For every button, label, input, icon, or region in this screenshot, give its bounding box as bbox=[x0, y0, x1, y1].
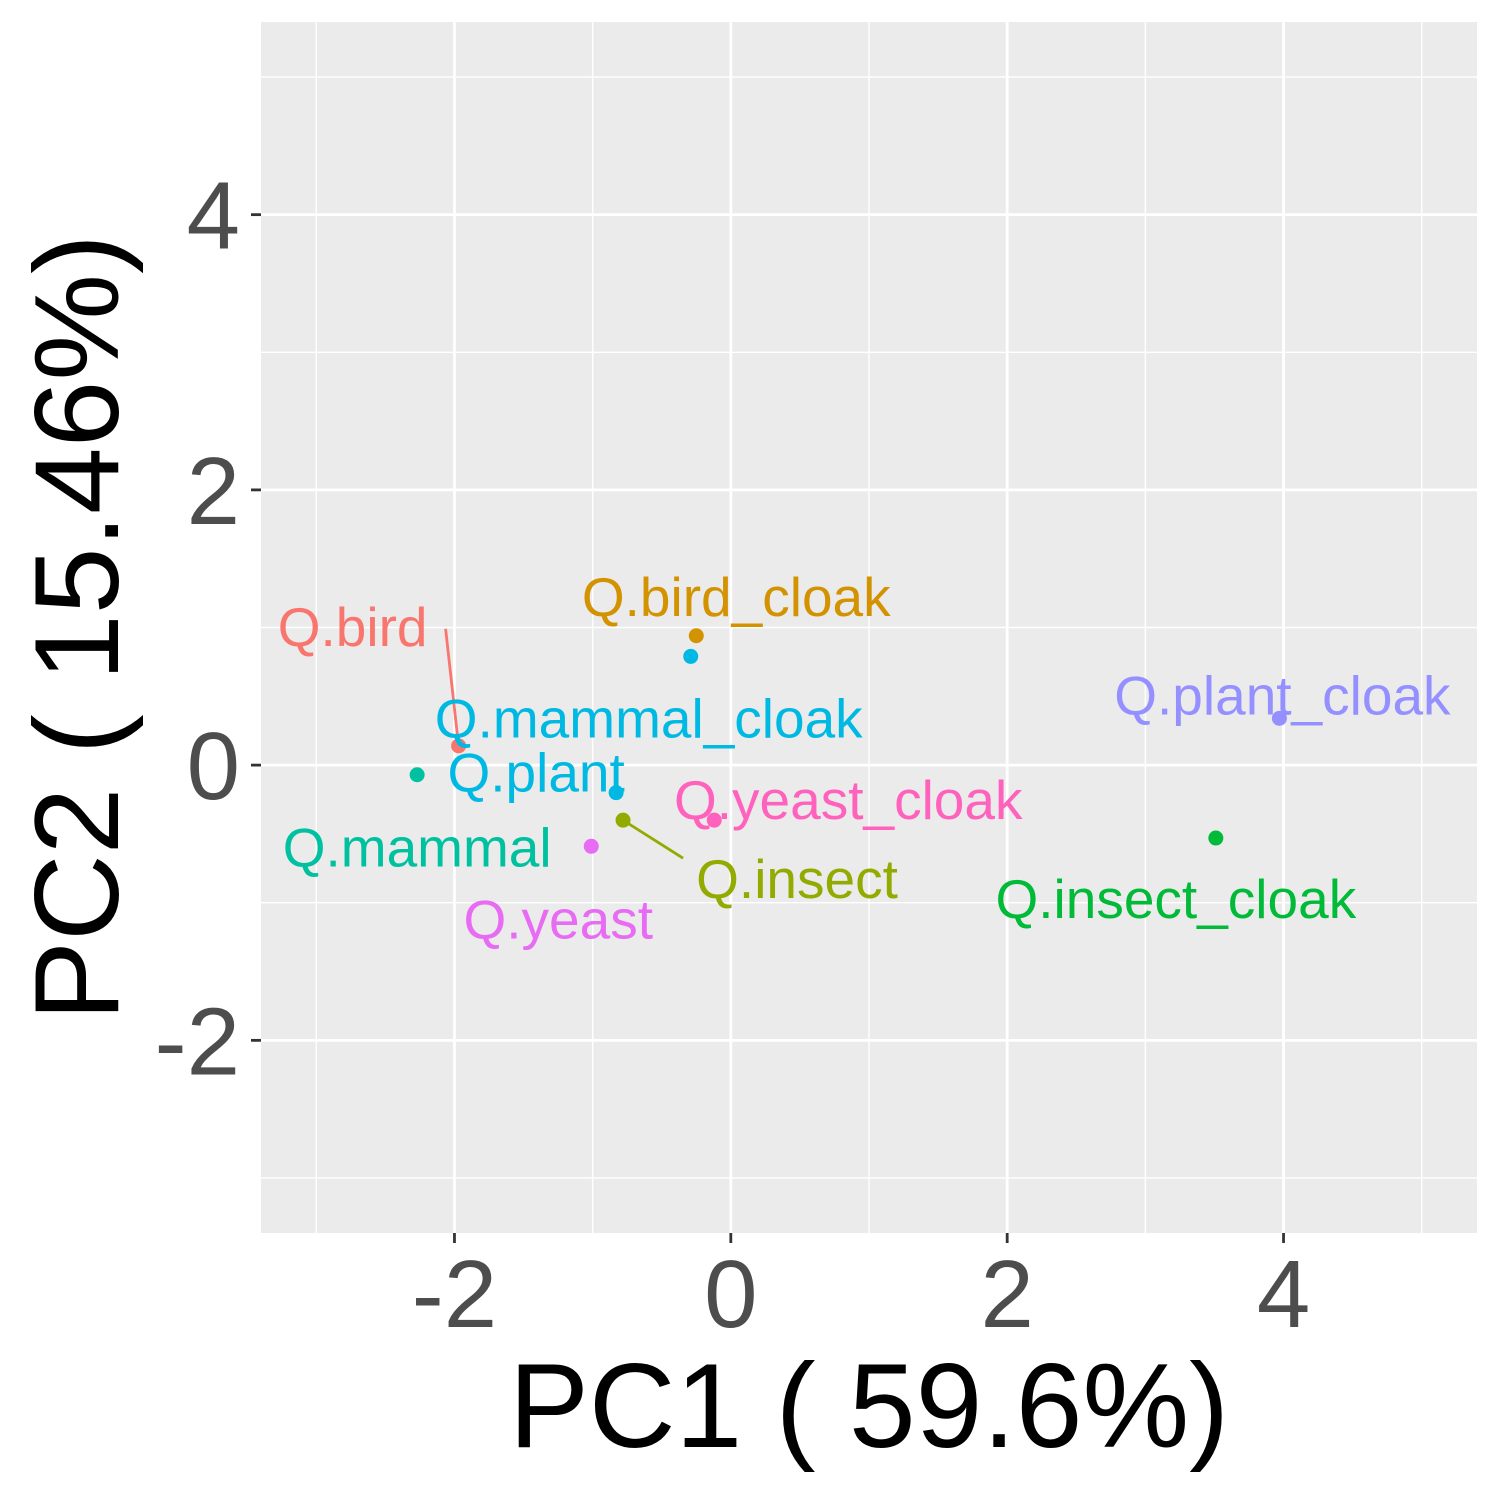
data-point bbox=[706, 812, 722, 828]
point-label: Q.plant_cloak bbox=[1114, 664, 1451, 726]
data-point bbox=[409, 767, 425, 783]
x-tick-label: -2 bbox=[412, 1241, 497, 1348]
x-axis-title: PC1 ( 59.6%) bbox=[509, 1339, 1229, 1473]
point-label: Q.insect bbox=[696, 848, 898, 910]
data-point bbox=[688, 628, 704, 644]
y-tick-label: 0 bbox=[187, 713, 240, 820]
label-leader-lines bbox=[444, 628, 684, 860]
point-label: Q.bird bbox=[278, 596, 428, 658]
point-labels: Q.bird Q.bird_cloak Q.insect Q.insect_cloak… bbox=[278, 566, 1451, 951]
point-label: Q.yeast_cloak bbox=[674, 769, 1023, 831]
data-points bbox=[409, 628, 1287, 854]
point-label: Q.bird_cloak bbox=[582, 566, 891, 628]
tick-labels: -2 0 2 4 -2 0 2 4 bbox=[155, 163, 1311, 1348]
axis-ticks bbox=[251, 213, 1285, 1243]
data-point bbox=[583, 838, 599, 854]
point-label: Q.insect_cloak bbox=[995, 868, 1356, 930]
y-axis-title: PC2 ( 15.46%) bbox=[10, 234, 144, 1021]
data-point bbox=[615, 812, 631, 828]
minor-gridlines bbox=[261, 22, 1477, 1233]
major-gridlines bbox=[261, 22, 1477, 1233]
leader-line bbox=[622, 818, 684, 860]
x-tick-label: 4 bbox=[1257, 1241, 1310, 1348]
data-point bbox=[608, 785, 624, 801]
point-label: Q.mammal_cloak bbox=[435, 687, 863, 749]
point-label: Q.plant bbox=[447, 742, 624, 804]
data-point bbox=[1208, 830, 1224, 846]
data-point bbox=[683, 648, 699, 664]
x-tick-label: 0 bbox=[704, 1241, 757, 1348]
point-label: Q.mammal bbox=[283, 817, 552, 879]
x-tick-label: 2 bbox=[980, 1241, 1033, 1348]
point-label: Q.yeast bbox=[463, 888, 653, 950]
y-tick-label: 2 bbox=[187, 438, 240, 545]
leader-line bbox=[444, 628, 460, 747]
data-point bbox=[451, 738, 467, 754]
y-tick-label: 4 bbox=[187, 163, 240, 270]
data-point bbox=[1271, 710, 1287, 726]
y-tick-label: -2 bbox=[155, 988, 240, 1095]
